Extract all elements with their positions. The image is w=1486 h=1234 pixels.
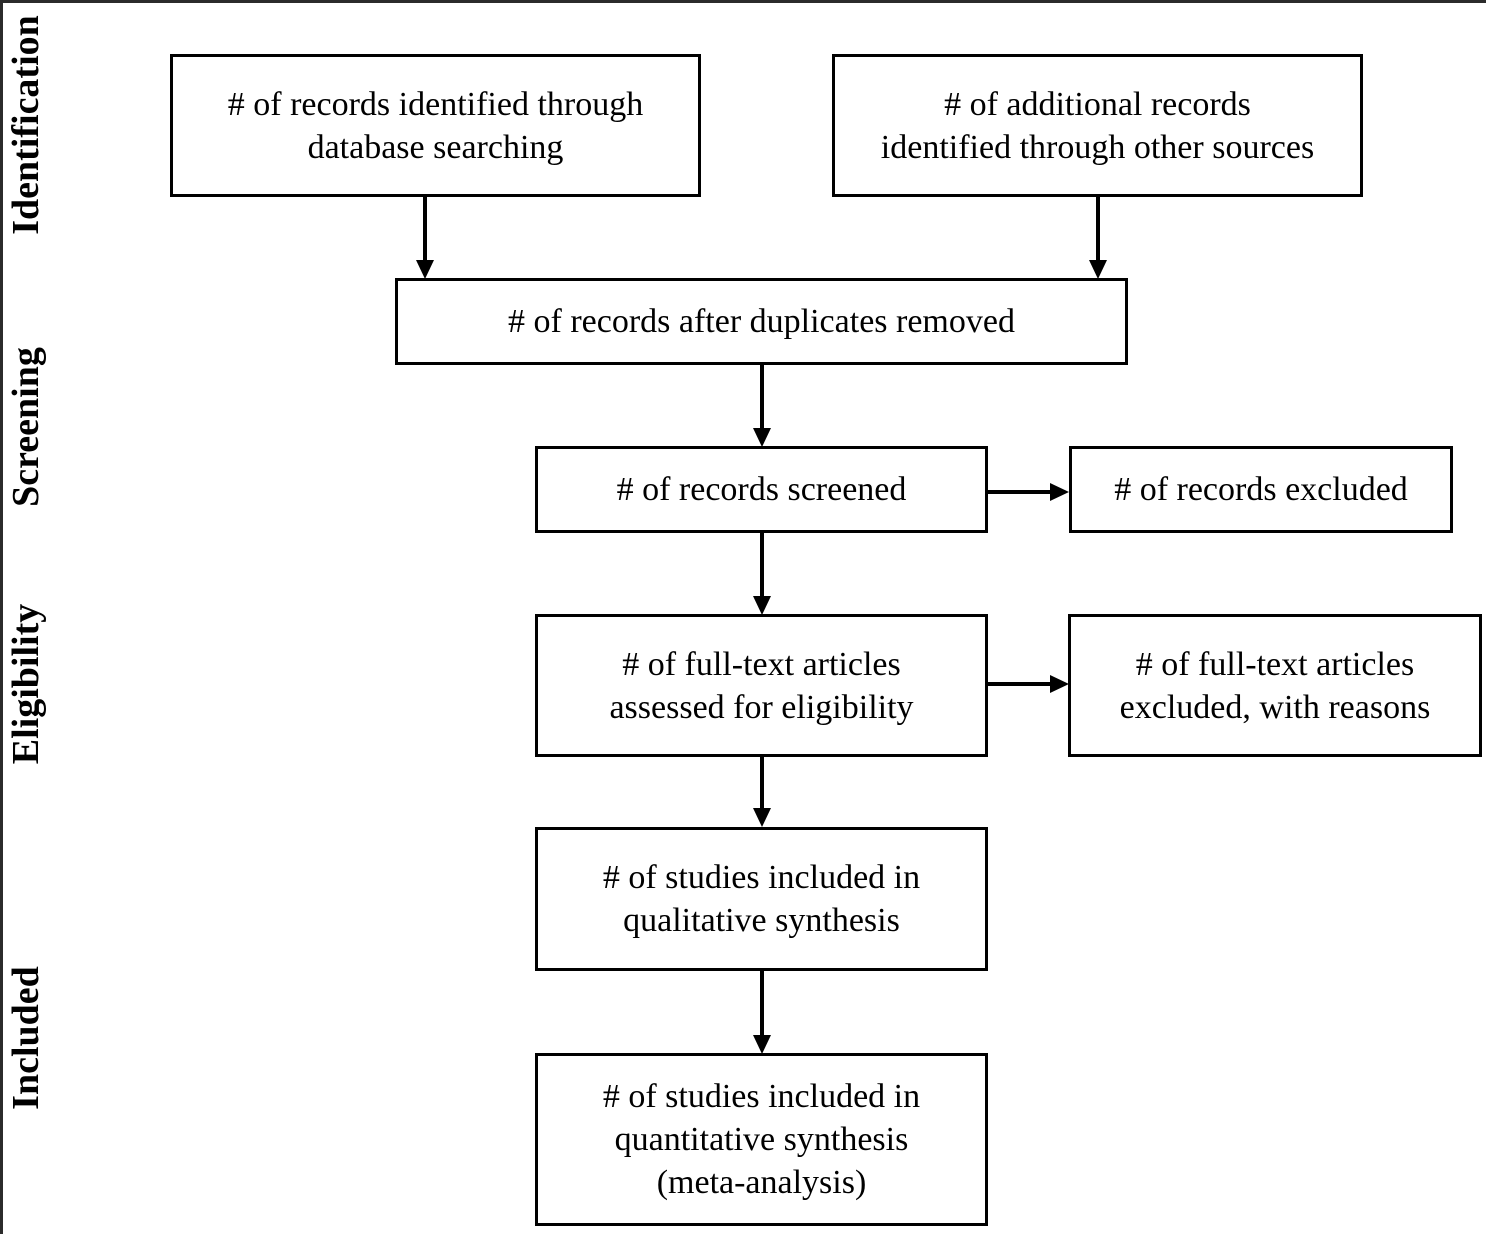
frame-top-border: [0, 0, 1486, 3]
arrowhead-qualitative-down: [753, 1035, 771, 1054]
arrowhead-fulltext-right: [1050, 675, 1069, 693]
box-records-other-sources: # of additional records identified throu…: [832, 54, 1363, 197]
box-studies-qualitative: # of studies included in qualitative syn…: [535, 827, 988, 971]
frame-left-border: [0, 0, 3, 1234]
arrowhead-fulltext-down: [753, 808, 771, 827]
box-records-database-searching: # of records identified through database…: [170, 54, 701, 197]
box-records-after-duplicates: # of records after duplicates removed: [395, 278, 1128, 365]
arrowhead-other: [1089, 260, 1107, 279]
box-full-text-assessed: # of full-text articles assessed for eli…: [535, 614, 988, 757]
arrowhead-screened-right: [1050, 483, 1069, 501]
arrowhead-database: [416, 260, 434, 279]
box-full-text-excluded: # of full-text articles excluded, with r…: [1068, 614, 1482, 757]
box-records-excluded: # of records excluded: [1069, 446, 1453, 533]
arrowhead-screened-down: [753, 596, 771, 615]
box-studies-quantitative: # of studies included in quantitative sy…: [535, 1053, 988, 1226]
arrowhead-duplicates: [753, 428, 771, 447]
box-records-screened: # of records screened: [535, 446, 988, 533]
